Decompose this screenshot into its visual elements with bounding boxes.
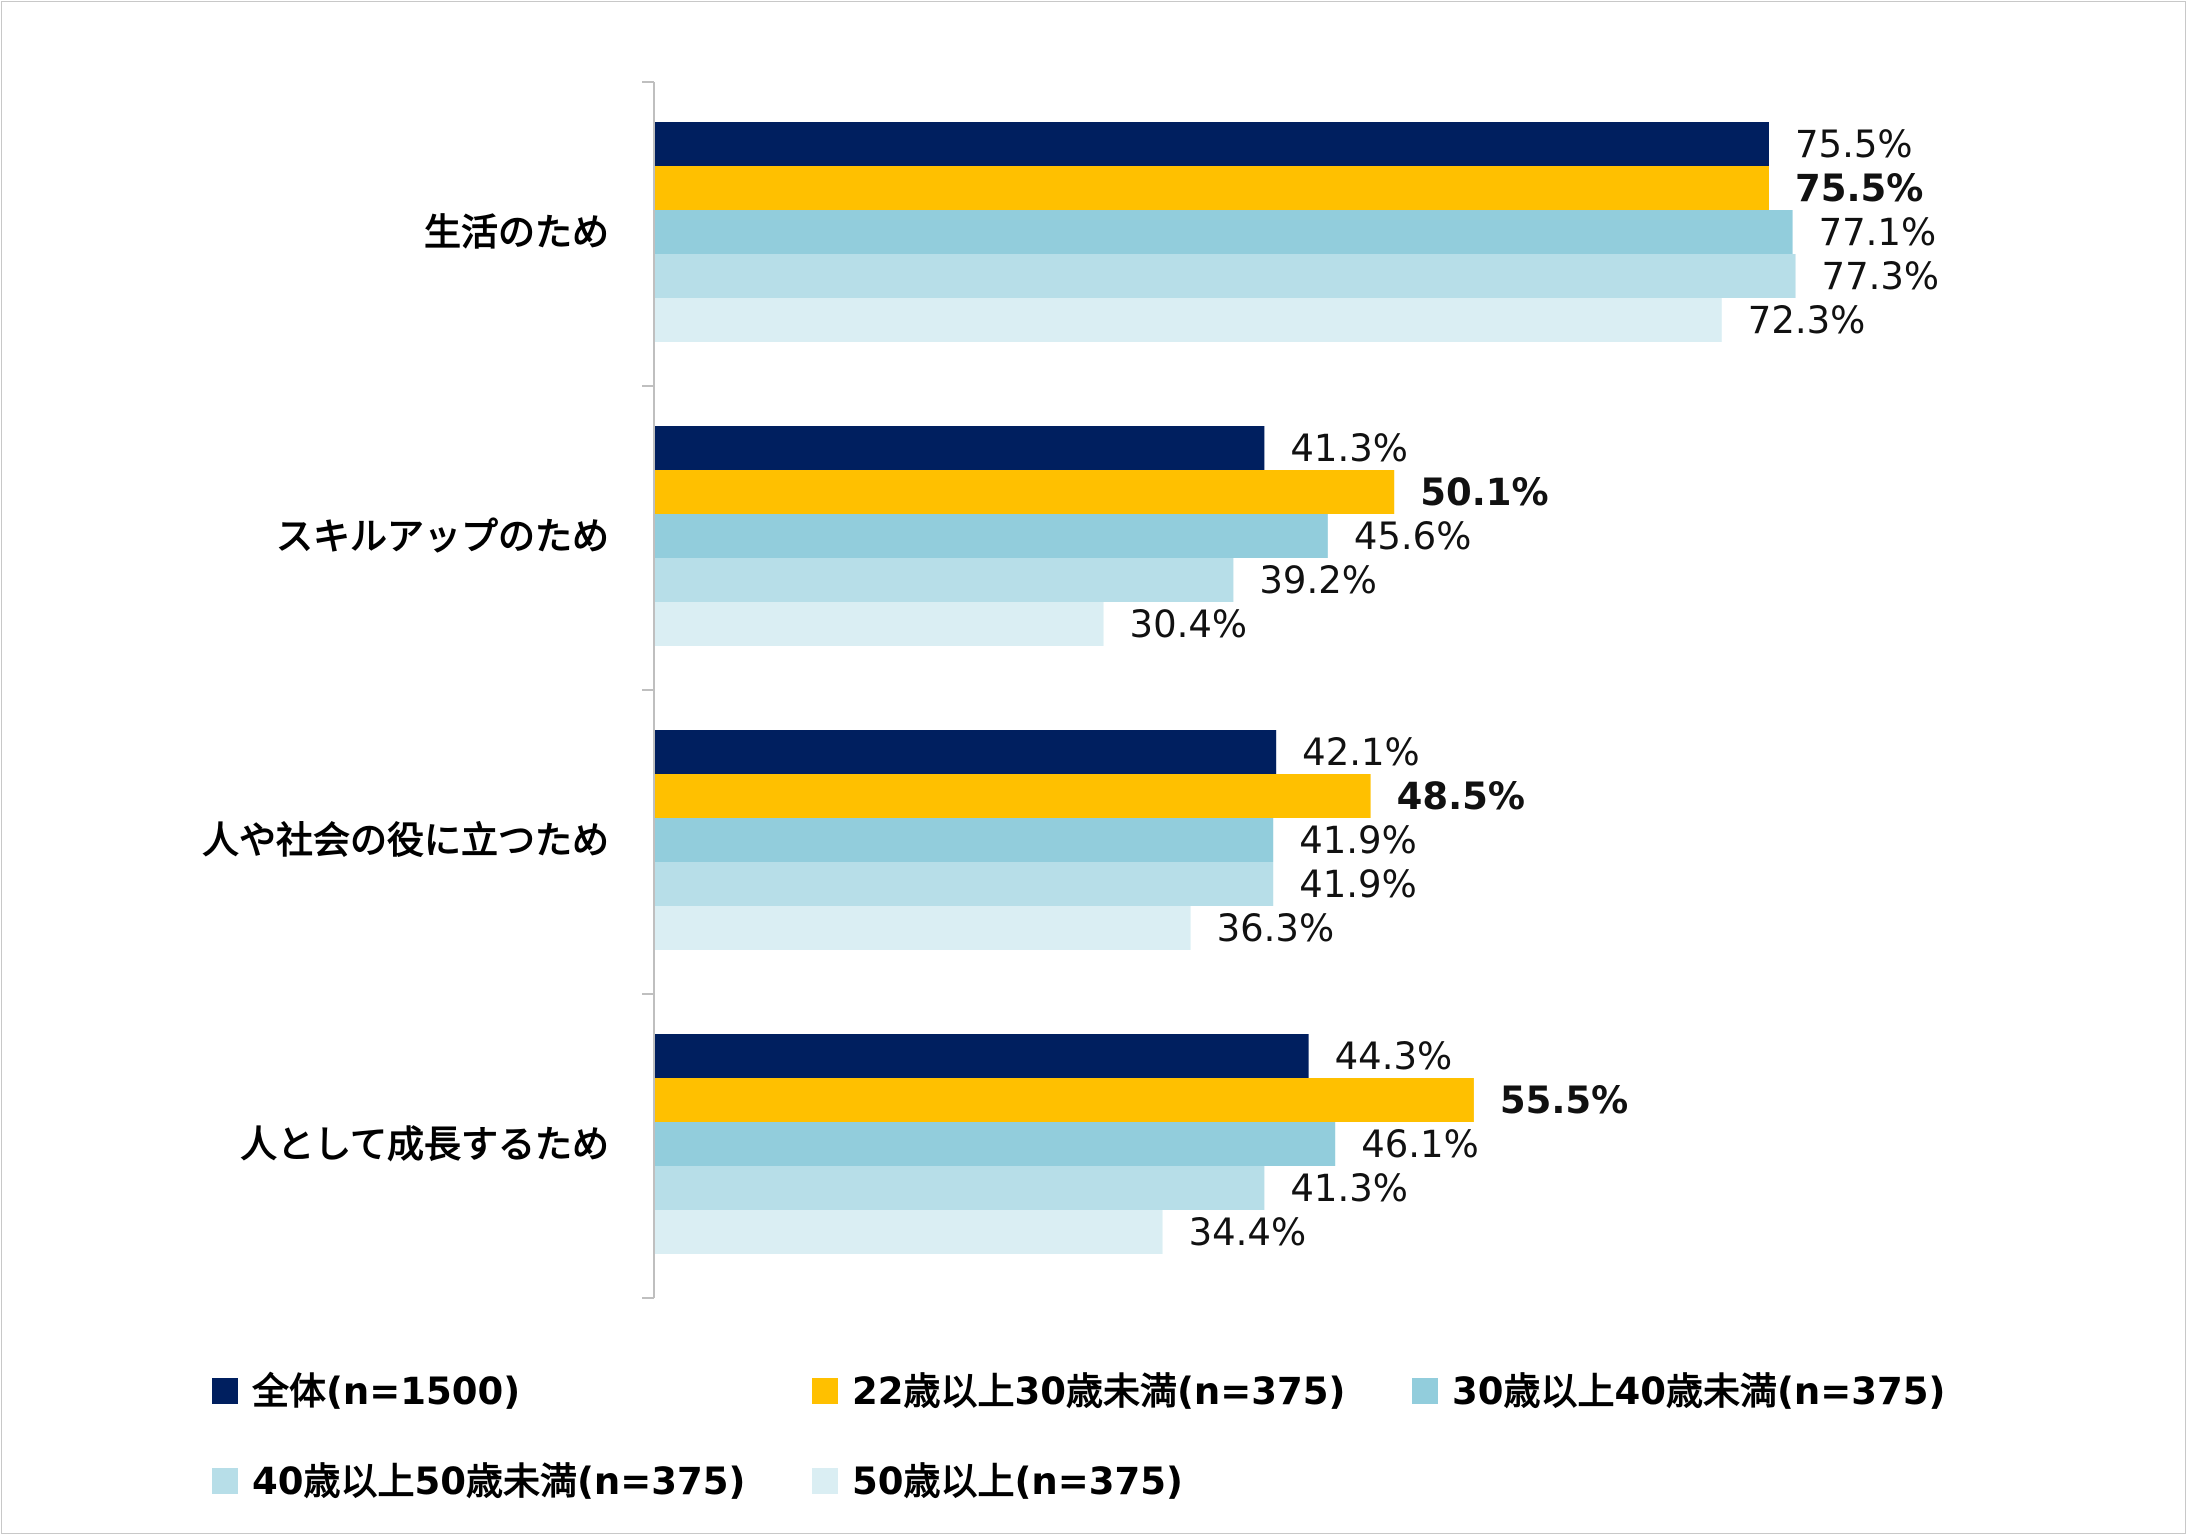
data-label: 42.1% — [1302, 731, 1420, 774]
category-label: 人や社会の役に立つため — [202, 819, 609, 862]
legend-swatch — [212, 1468, 238, 1494]
data-label: 41.3% — [1290, 1167, 1408, 1210]
bar — [655, 298, 1722, 342]
bar — [655, 1166, 1265, 1210]
legend-swatch — [812, 1378, 838, 1404]
bar — [655, 1078, 1474, 1122]
legend: 全体(n=1500) 22歳以上30歳未満(n=375) 30歳以上40歳未満(n=… — [212, 1370, 1945, 1503]
bar — [655, 1034, 1309, 1078]
data-label: 55.5% — [1500, 1079, 1628, 1122]
legend-label: 22歳以上30歳未満(n=375) — [852, 1370, 1345, 1413]
legend-label: 50歳以上(n=375) — [852, 1460, 1183, 1503]
bar — [655, 558, 1234, 602]
legend-swatch — [212, 1378, 238, 1404]
legend-label: 全体(n=1500) — [251, 1370, 520, 1413]
legend-label: 30歳以上40歳未満(n=375) — [1452, 1370, 1945, 1413]
data-label: 77.3% — [1822, 255, 1940, 298]
axis-layer — [642, 81, 655, 1299]
bar — [655, 730, 1277, 774]
bar — [655, 254, 1796, 298]
data-label: 36.3% — [1217, 907, 1335, 950]
category-label: 人として成長するため — [240, 1123, 609, 1166]
bar — [655, 862, 1274, 906]
data-label: 45.6% — [1354, 515, 1472, 558]
data-label: 30.4% — [1130, 603, 1248, 646]
data-label: 75.5% — [1795, 167, 1923, 210]
data-label: 77.1% — [1819, 211, 1937, 254]
data-label: 41.9% — [1299, 863, 1417, 906]
bar — [655, 774, 1371, 818]
bars-layer — [655, 122, 1796, 1254]
data-label: 39.2% — [1259, 559, 1377, 602]
legend-swatch — [1412, 1378, 1438, 1404]
data-label: 44.3% — [1335, 1035, 1453, 1078]
bar — [655, 906, 1191, 950]
data-label: 72.3% — [1748, 299, 1866, 342]
data-label: 46.1% — [1361, 1123, 1479, 1166]
data-label: 48.5% — [1397, 775, 1525, 818]
bar — [655, 1122, 1336, 1166]
bar — [655, 470, 1395, 514]
labels-layer: 生活のため75.5%75.5%77.1%77.3%72.3%スキルアップのため4… — [202, 123, 1939, 1254]
legend-label: 40歳以上50歳未満(n=375) — [252, 1460, 745, 1503]
bar — [655, 602, 1104, 646]
data-label: 34.4% — [1189, 1211, 1307, 1254]
data-label: 75.5% — [1795, 123, 1913, 166]
bar — [655, 122, 1769, 166]
bar — [655, 426, 1265, 470]
category-label: スキルアップのため — [276, 515, 609, 558]
bar — [655, 210, 1793, 254]
bar — [655, 166, 1769, 210]
data-label: 50.1% — [1420, 471, 1548, 514]
category-label: 生活のため — [424, 211, 609, 254]
bar — [655, 818, 1274, 862]
bar — [655, 514, 1328, 558]
data-label: 41.3% — [1290, 427, 1408, 470]
data-label: 41.9% — [1299, 819, 1417, 862]
legend-swatch — [812, 1468, 838, 1494]
bar — [655, 1210, 1163, 1254]
